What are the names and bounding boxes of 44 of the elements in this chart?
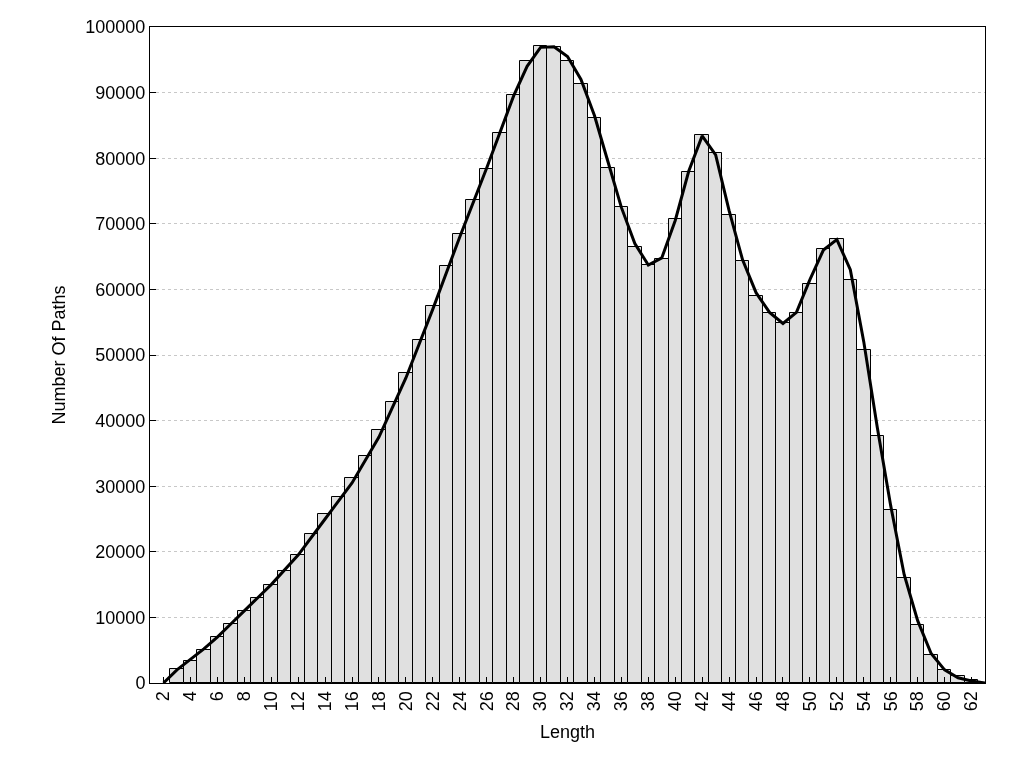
x-tick-label: 8 xyxy=(234,691,255,702)
x-tick-label: 38 xyxy=(638,691,659,712)
x-tick-label: 54 xyxy=(853,691,874,712)
x-tick-label: 22 xyxy=(422,691,443,712)
x-tick-label: 30 xyxy=(530,691,551,712)
y-tick-label: 30000 xyxy=(95,476,146,497)
x-tick-label: 52 xyxy=(826,691,847,712)
x-tick-label: 24 xyxy=(449,691,470,712)
x-tick-label: 48 xyxy=(772,691,793,712)
x-tick-label: 60 xyxy=(934,691,955,712)
y-tick-label: 20000 xyxy=(95,542,146,563)
x-tick-label: 44 xyxy=(718,691,739,712)
y-tick-label: 60000 xyxy=(95,279,146,300)
x-tick-label: 26 xyxy=(476,691,497,712)
x-tick-label: 4 xyxy=(180,691,201,702)
x-tick-label: 18 xyxy=(368,691,389,712)
x-tick-label: 50 xyxy=(799,691,820,712)
x-tick-label: 40 xyxy=(665,691,686,712)
x-tick-label: 12 xyxy=(288,691,308,712)
y-tick-label: 40000 xyxy=(95,410,146,431)
y-axis-title: Number Of Paths xyxy=(48,285,69,425)
y-tick-label: 90000 xyxy=(95,82,146,103)
x-tick-label: 6 xyxy=(207,691,228,702)
x-tick-label: 42 xyxy=(692,691,713,712)
x-tick-label: 10 xyxy=(261,691,282,712)
x-tick-label: 62 xyxy=(961,691,982,712)
x-tick-label: 2 xyxy=(153,691,174,702)
x-tick-label: 16 xyxy=(341,691,362,712)
x-tick-label: 36 xyxy=(611,691,632,712)
x-tick-label: 14 xyxy=(314,691,335,712)
y-tick-label: 0 xyxy=(135,673,146,694)
y-tick-label: 70000 xyxy=(95,214,146,235)
y-tick-label: 50000 xyxy=(95,345,146,366)
x-tick-label: 56 xyxy=(880,691,901,712)
x-tick-label: 32 xyxy=(557,691,578,712)
y-tick-label: 100000 xyxy=(85,17,146,38)
y-tick-label: 80000 xyxy=(95,148,146,169)
x-axis-title: Length xyxy=(539,722,596,743)
x-tick-label: 34 xyxy=(584,691,605,712)
y-tick-label: 10000 xyxy=(95,607,146,628)
x-tick-label: 28 xyxy=(503,691,524,712)
x-tick-label: 58 xyxy=(907,691,928,712)
x-tick-label: 46 xyxy=(745,691,766,712)
x-tick-label: 20 xyxy=(395,691,416,712)
